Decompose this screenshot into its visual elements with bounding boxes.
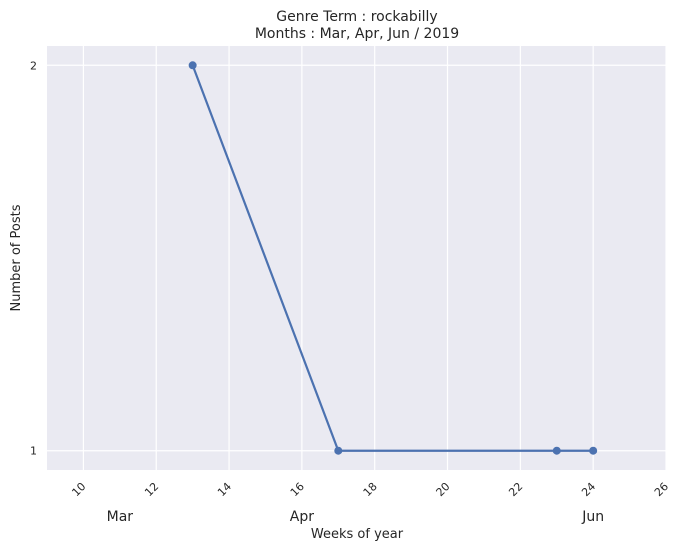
y-tick-label: 1 — [30, 445, 37, 458]
x-tick-label: 16 — [288, 480, 307, 499]
x-tick-label: 26 — [652, 480, 671, 499]
data-point — [552, 446, 561, 455]
month-label: Apr — [290, 509, 314, 525]
x-tick-label: 18 — [361, 480, 380, 499]
data-point — [334, 446, 343, 455]
chart-title: Genre Term : rockabilly — [276, 9, 437, 25]
data-point — [589, 446, 598, 455]
x-tick-label: 10 — [69, 480, 88, 499]
chart-subtitle: Months : Mar, Apr, Jun / 2019 — [255, 26, 459, 42]
y-tick-labels: 12 — [30, 59, 37, 457]
x-tick-label: 14 — [215, 480, 234, 499]
x-tick-label: 20 — [434, 480, 453, 499]
series-line — [191, 64, 594, 452]
month-label: Mar — [107, 509, 134, 525]
y-axis-label: Number of Posts — [9, 204, 24, 311]
x-tick-label: 24 — [579, 480, 598, 499]
y-tick-label: 2 — [30, 59, 37, 72]
series — [188, 61, 598, 455]
data-point — [188, 61, 197, 70]
x-tick-labels: 10 12 14 16 18 20 22 24 26 — [69, 480, 671, 499]
month-labels: Mar Apr Jun — [107, 509, 605, 525]
x-axis-label: Weeks of year — [311, 527, 404, 542]
x-tick-label: 12 — [142, 480, 161, 499]
x-tick-label: 22 — [506, 480, 525, 499]
plot-area — [47, 46, 666, 470]
month-label: Jun — [581, 509, 604, 525]
